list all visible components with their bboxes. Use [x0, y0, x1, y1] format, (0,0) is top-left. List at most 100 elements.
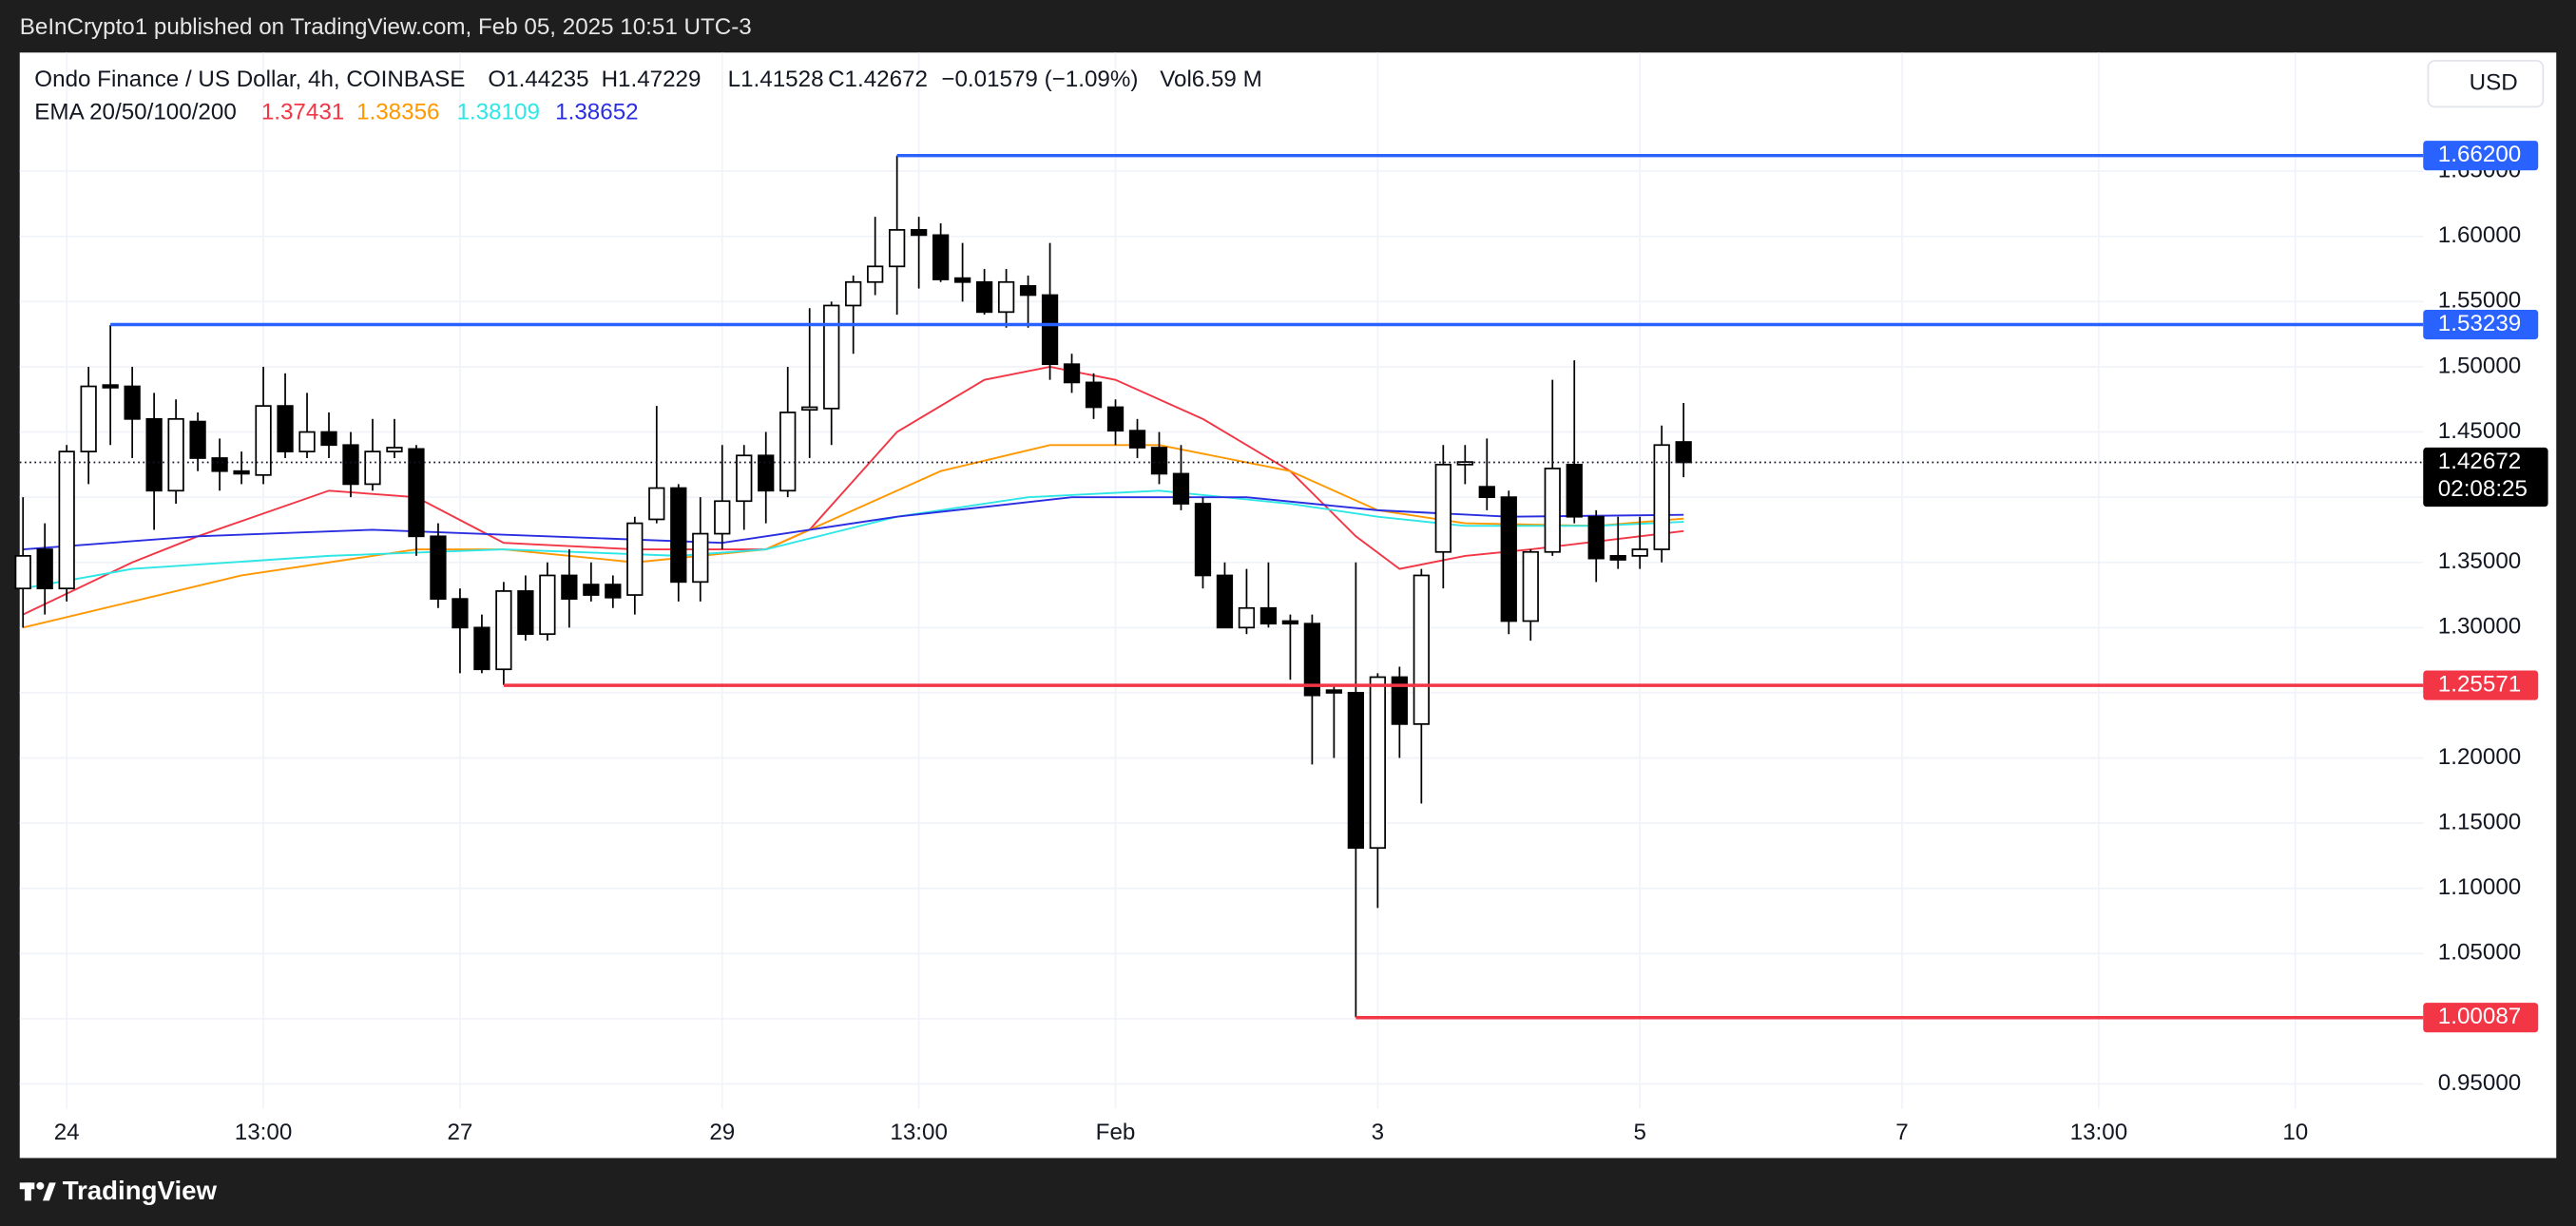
candle-body: [14, 555, 31, 590]
legend-open: O1.44235: [488, 67, 588, 92]
candle-body: [364, 450, 381, 486]
candle-body: [539, 574, 556, 636]
candle-body: [1347, 692, 1365, 850]
candle-body: [1566, 463, 1583, 518]
candle-body: [953, 277, 971, 283]
x-tick-label: 13:00: [2070, 1120, 2128, 1145]
y-tick-label: 1.20000: [2438, 744, 2521, 770]
candle-body: [1150, 447, 1168, 475]
level-label-box: [2423, 141, 2539, 171]
candle-body: [517, 590, 534, 636]
candle-body: [277, 405, 294, 452]
candle-body: [975, 280, 993, 314]
candle-body: [736, 454, 753, 503]
candle-body: [1609, 555, 1626, 561]
candle-body: [80, 385, 97, 452]
ema-line: [22, 444, 1684, 629]
candle-body: [867, 265, 884, 283]
y-tick-label: 1.05000: [2438, 940, 2521, 966]
candle-body: [124, 385, 141, 420]
ema-title: EMA 20/50/100/200: [34, 100, 236, 125]
candle-body: [714, 500, 731, 535]
candle-body: [1063, 363, 1081, 384]
level-label-box: [2423, 670, 2539, 700]
candle-body: [932, 234, 950, 280]
level-label: 1.66200: [2438, 142, 2521, 167]
level-label: 1.00087: [2438, 1004, 2521, 1029]
candle-body: [997, 280, 1015, 314]
x-tick-label: 3: [1372, 1120, 1384, 1145]
candle-body: [1216, 574, 1234, 629]
candle-body: [233, 469, 250, 475]
y-tick-label: 1.10000: [2438, 874, 2521, 900]
candle-body: [1303, 623, 1321, 697]
candle-body: [1085, 381, 1103, 409]
candle-body: [1259, 606, 1278, 625]
candle-body: [605, 584, 622, 599]
currency-button[interactable]: [2427, 60, 2545, 108]
legend-close: C1.42672: [828, 67, 928, 92]
candle-body: [1325, 689, 1343, 694]
y-tick-label: 1.30000: [2438, 614, 2521, 640]
ema-legend-value: 1.38109: [456, 100, 539, 125]
candle-body: [1238, 606, 1256, 629]
currency-label[interactable]: USD: [2470, 70, 2518, 96]
overlay: 1.66200 1.53239 1.25571 1.00087 1.4267202:08…: [19, 100, 2548, 1033]
x-tick-label: 27: [447, 1120, 472, 1145]
candle-body: [1413, 574, 1430, 725]
candle-body: [1500, 496, 1517, 623]
candle-body: [495, 590, 512, 671]
candle-body: [1587, 515, 1605, 560]
candle-body: [911, 229, 928, 237]
candle-body: [386, 447, 403, 452]
candle-body: [189, 420, 206, 459]
candle-body: [298, 431, 316, 452]
candle-body: [1041, 294, 1059, 366]
candle-body: [145, 417, 163, 492]
x-tick-label: 29: [709, 1120, 735, 1145]
y-tick-label: 1.15000: [2438, 810, 2521, 835]
candle-body: [648, 487, 665, 521]
candle-body: [1434, 463, 1451, 553]
candle-body: [561, 574, 578, 601]
candle-body: [1369, 676, 1386, 850]
candle-body: [692, 532, 709, 584]
level-label-box: [2423, 1003, 2539, 1033]
candle-body: [1391, 676, 1408, 725]
x-tick-label: 7: [1895, 1120, 1908, 1145]
candle-body: [1675, 441, 1692, 464]
level-label: 1.25571: [2438, 671, 2521, 697]
published-note: BeInCrypto1 published on TradingView.com…: [20, 14, 752, 40]
candle-body: [1631, 548, 1648, 557]
candle-body: [845, 280, 862, 307]
brand-name: TradingView: [63, 1176, 218, 1205]
ema-line: [23, 496, 1684, 550]
countdown-label: 02:08:25: [2438, 476, 2528, 502]
candle-body: [1653, 444, 1670, 550]
y-tick-label: 0.95000: [2438, 1070, 2521, 1096]
candle-body: [823, 304, 840, 410]
candle-body: [36, 548, 53, 590]
legend-low: L1.41528: [728, 67, 824, 92]
x-tick-label: 24: [54, 1120, 80, 1145]
candle-body: [58, 450, 75, 590]
candle-body: [452, 598, 469, 629]
legend-volume: Vol6.59 M: [1160, 67, 1262, 92]
candle-body: [320, 431, 337, 447]
legend-high: H1.47229: [602, 67, 702, 92]
legend-change: −0.01579 (−1.09%): [941, 67, 1138, 92]
candle-body: [1544, 468, 1561, 553]
x-tick-label: 10: [2282, 1120, 2308, 1145]
candle-body: [1019, 285, 1037, 297]
ema-legend-value: 1.38356: [356, 100, 439, 125]
candle-body: [670, 487, 687, 584]
x-tick-label: 5: [1633, 1120, 1645, 1145]
candle-body: [211, 457, 228, 472]
x-tick-label: Feb: [1096, 1120, 1136, 1145]
y-tick-label: 1.50000: [2438, 353, 2521, 378]
candle-body: [758, 454, 775, 492]
candle-body: [1128, 430, 1146, 449]
chart-title: Ondo Finance / US Dollar, 4h, COINBASE: [34, 67, 465, 92]
candle-body: [430, 535, 447, 601]
